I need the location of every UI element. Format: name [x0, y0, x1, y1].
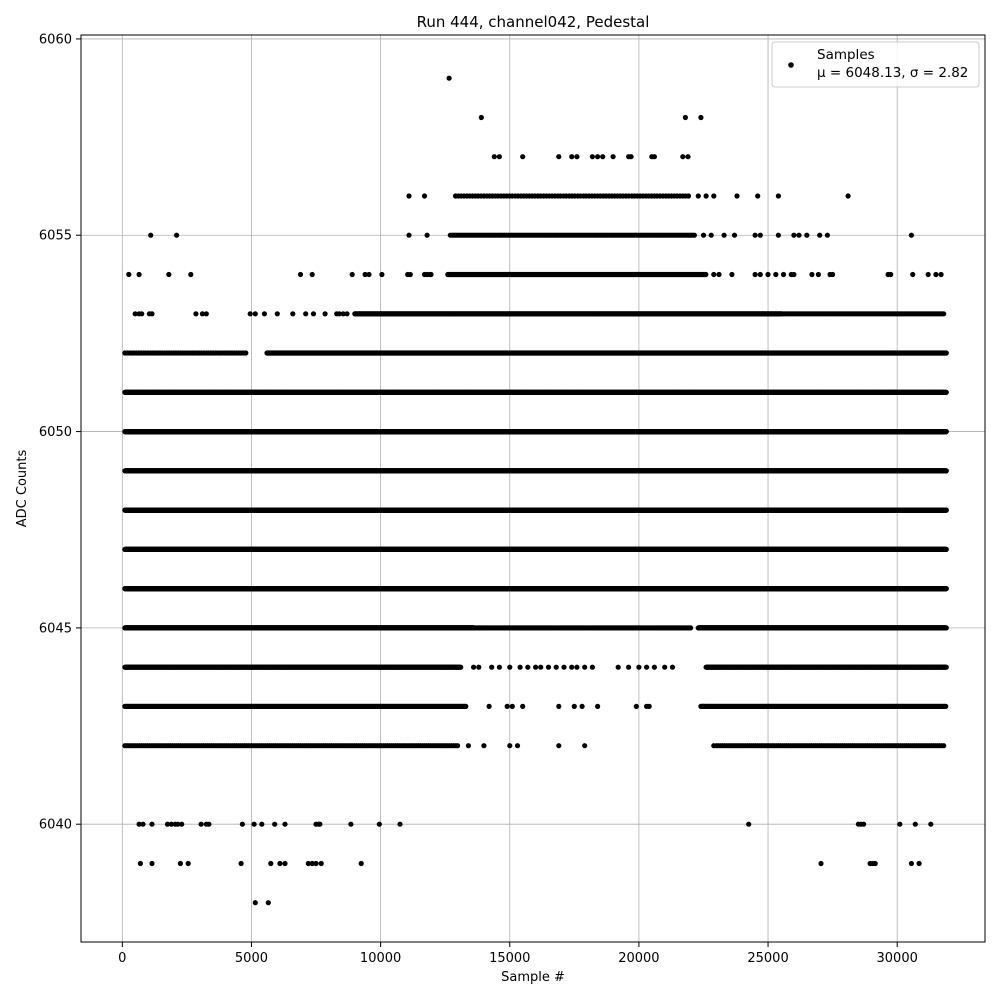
data-point [463, 703, 469, 710]
data-point [206, 821, 212, 827]
data-point [252, 900, 258, 906]
data-point [504, 703, 510, 710]
data-point [185, 860, 191, 867]
data-point [458, 664, 464, 670]
data-point [582, 743, 588, 749]
data-point [908, 860, 915, 867]
data-point [553, 664, 559, 670]
data-point [358, 860, 364, 867]
data-point [582, 664, 588, 670]
data-point [465, 743, 471, 749]
data-point [251, 821, 257, 827]
data-point [277, 860, 283, 867]
data-point [615, 664, 621, 670]
data-point [916, 860, 922, 867]
data-point [164, 821, 171, 827]
data-point [476, 664, 482, 670]
data-point [533, 664, 539, 670]
data-point [746, 821, 752, 827]
data-point [136, 821, 142, 827]
data-point [561, 664, 567, 670]
data-point [662, 664, 668, 670]
data-point [633, 703, 639, 710]
data-point [239, 821, 245, 827]
data-point [636, 664, 642, 670]
data-point [317, 821, 323, 827]
data-point [265, 900, 271, 906]
data-point [175, 821, 181, 827]
data-point [376, 821, 382, 827]
data-point [455, 743, 461, 749]
data-point [711, 743, 717, 749]
data-point [517, 664, 523, 670]
data-point [651, 664, 658, 670]
data-point [912, 821, 918, 827]
data-point [943, 703, 949, 710]
data-point [313, 860, 319, 867]
data-point [309, 860, 315, 867]
data-point [861, 821, 867, 827]
data-point [140, 821, 146, 827]
data-point [556, 743, 562, 749]
data-point [509, 703, 515, 710]
data-points [122, 75, 949, 906]
data-point [305, 860, 311, 867]
data-point [688, 625, 694, 631]
data-point [897, 821, 903, 827]
data-point [569, 664, 575, 670]
data-point [872, 860, 878, 867]
data-point [348, 821, 354, 827]
data-point [149, 860, 155, 867]
data-point [259, 821, 265, 827]
data-point [268, 860, 274, 867]
data-point [486, 703, 492, 710]
data-point [318, 860, 324, 867]
data-point [943, 664, 949, 670]
data-point [943, 625, 949, 631]
data-point [644, 664, 650, 670]
data-point [179, 821, 185, 827]
data-point [520, 703, 526, 710]
data-point [137, 860, 143, 867]
data-point [177, 860, 183, 867]
data-point [818, 860, 824, 867]
data-point [545, 664, 552, 670]
data-point [489, 664, 495, 670]
data-point [397, 821, 403, 827]
data-point [282, 821, 288, 827]
data-point [556, 703, 562, 710]
data-point [538, 664, 544, 670]
data-point [646, 703, 652, 710]
data-point [507, 743, 513, 749]
data-point [669, 664, 676, 670]
data-point [481, 743, 487, 749]
data-point [700, 703, 707, 710]
data-point [149, 821, 155, 827]
data-point [514, 743, 521, 749]
data-point [168, 821, 174, 827]
data-point [626, 664, 632, 670]
data-point [589, 664, 596, 670]
data-point [571, 703, 577, 710]
data-point [471, 664, 477, 670]
data-point [282, 860, 288, 867]
data-point [928, 821, 934, 827]
data-point [525, 664, 531, 670]
data-point [198, 821, 204, 827]
data-point [574, 664, 580, 670]
data-point [507, 664, 513, 670]
data-point [579, 703, 585, 710]
data-point [272, 821, 278, 827]
data-point [941, 743, 947, 749]
data-point [496, 664, 502, 670]
data-point [238, 860, 244, 867]
data-point [595, 703, 601, 710]
